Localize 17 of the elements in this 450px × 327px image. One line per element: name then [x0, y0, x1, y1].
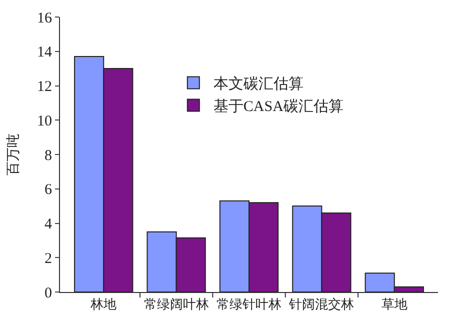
- y-tick-label: 2: [44, 250, 52, 267]
- y-tick-label: 16: [37, 10, 52, 26]
- x-tick-label: 草地: [381, 296, 408, 312]
- legend-label: 本文碳汇估算: [213, 76, 304, 93]
- x-tick-label: 林地: [90, 296, 117, 312]
- x-tick-label: 针阔混交林: [288, 296, 354, 312]
- legend-label: 基于CASA碳汇估算: [213, 98, 344, 116]
- y-tick-label: 4: [44, 216, 52, 232]
- y-tick-label: 14: [37, 44, 52, 61]
- y-tick-label: 0: [44, 285, 52, 302]
- x-tick-label: 常绿针叶林: [216, 296, 282, 312]
- y-tick-label: 8: [44, 148, 52, 164]
- x-tick-label: 常绿阔叶林: [144, 296, 209, 312]
- y-tick-label: 10: [37, 113, 52, 130]
- y-tick-label: 12: [37, 79, 52, 95]
- y-axis-title: 百万吨: [6, 134, 22, 176]
- y-tick-label: 6: [44, 182, 52, 198]
